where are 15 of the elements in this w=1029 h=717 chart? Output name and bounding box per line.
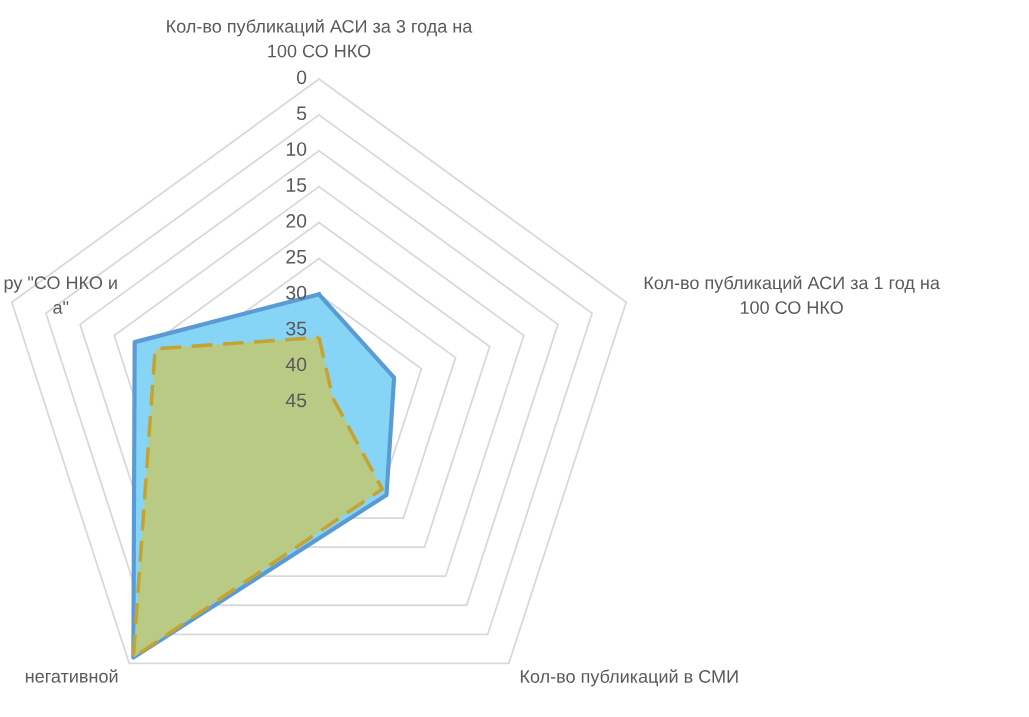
y-tick-label: 45 xyxy=(285,393,307,408)
spoke-label: Кол-во публикаций АСИ за 1 год на 100 СО НКО xyxy=(644,275,940,314)
spoke-label: негативной xyxy=(25,669,118,683)
y-tick-label: 25 xyxy=(286,249,307,264)
y-tick-label: 35 xyxy=(286,321,307,336)
y-tick-label: 30 xyxy=(286,285,307,300)
y-tick-label: 15 xyxy=(286,178,307,192)
y-tick-label: 20 xyxy=(286,214,307,228)
spoke-label: ру "СО НКО и а" xyxy=(4,276,117,314)
y-tick-label: 5 xyxy=(296,106,307,121)
y-tick-label: 0 xyxy=(296,70,307,85)
spoke-label: Кол-во публикаций в СМИ xyxy=(520,669,738,687)
y-tick-label: 10 xyxy=(286,142,307,156)
spoke-label: Кол-во публикаций АСИ за 3 года на 100 СО НКО xyxy=(167,19,473,58)
y-tick-label: 40 xyxy=(285,357,307,372)
